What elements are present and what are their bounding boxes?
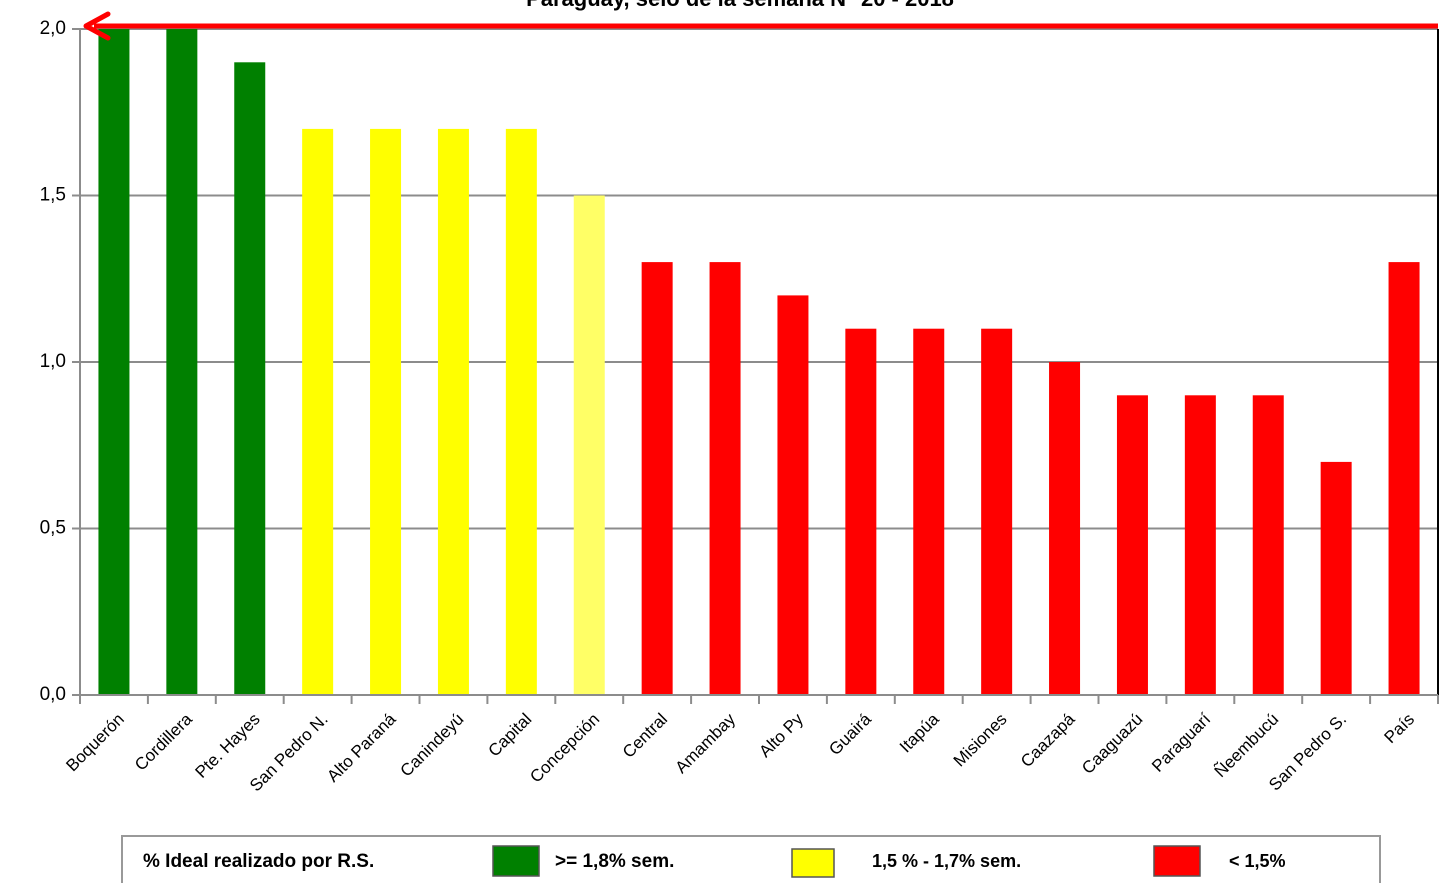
bar [1049, 362, 1081, 695]
legend-swatch-green [492, 845, 540, 877]
x-tick-label: Paraguarí [1148, 709, 1214, 775]
legend-swatch-red [1153, 845, 1201, 877]
x-tick-label: Alto Py [755, 709, 807, 761]
x-tick-label: Guairá [825, 709, 875, 759]
bar [437, 128, 469, 695]
bar [1184, 395, 1216, 695]
x-tick-label: Cordillera [131, 709, 196, 774]
bar [981, 328, 1013, 695]
bar [370, 128, 402, 695]
grid-layer [80, 28, 1438, 696]
bar [166, 29, 198, 695]
bar [302, 128, 334, 695]
x-tick-label: Boquerón [62, 710, 128, 776]
x-tick-label: Central [619, 710, 671, 762]
x-tick-label: País [1381, 710, 1418, 747]
bar [913, 328, 945, 695]
y-tick-label: 2,0 [40, 18, 66, 39]
x-tick-label: Caaguazú [1078, 710, 1146, 778]
chart-title: Paraguay, selo de la semana N° 20 - 2018 [526, 0, 954, 11]
bar [777, 295, 809, 695]
bar [709, 262, 741, 695]
x-tick-label: Misiones [950, 710, 1011, 771]
bar-layer [98, 29, 1420, 696]
x-tick-label: Alto Paraná [323, 709, 400, 786]
bar [1116, 395, 1148, 695]
x-tick-label: Itapúa [896, 709, 943, 756]
y-tick-label: 0,0 [40, 684, 66, 705]
legend-title: % Ideal realizado por R.S. [143, 851, 374, 872]
bar [641, 262, 673, 695]
bar [1388, 262, 1420, 695]
x-tick-label: Pte. Hayes [192, 710, 264, 782]
y-tick-label: 1,0 [40, 351, 66, 372]
x-tick-label: Caazapá [1017, 709, 1079, 771]
legend-label-green: >= 1,8% sem. [555, 851, 674, 872]
y-tick-label: 0,5 [40, 518, 66, 539]
legend-label-yellow: 1,5 % - 1,7% sem. [872, 851, 1021, 871]
legend-swatch-yellow [791, 848, 835, 878]
x-tick-label: Amambay [671, 709, 739, 777]
legend: % Ideal realizado por R.S. >= 1,8% sem. … [121, 835, 1381, 883]
bar [573, 195, 605, 695]
x-tick-label: Concepción [526, 710, 603, 787]
bar [98, 29, 130, 695]
bar [1252, 395, 1284, 695]
reference-arrow-head [83, 11, 111, 41]
legend-label-red: < 1,5% [1229, 851, 1286, 871]
bar [505, 128, 537, 695]
reference-line-layer [83, 11, 1438, 41]
bar [845, 328, 877, 695]
x-tick-label: Canindeyú [397, 710, 468, 781]
bar [234, 62, 266, 696]
y-tick-label: 1,5 [40, 185, 66, 206]
bar [1320, 461, 1352, 695]
x-tick-label: Capital [484, 710, 535, 761]
x-tick-label: Ñeembucú [1211, 710, 1283, 782]
